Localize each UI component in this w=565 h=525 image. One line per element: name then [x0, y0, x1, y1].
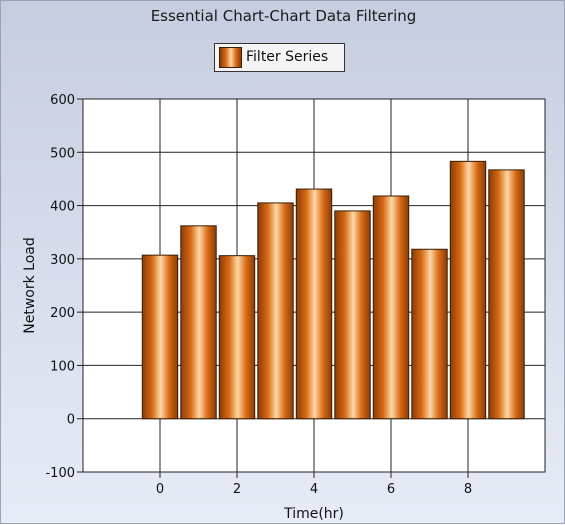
y-axis-title: Network Load	[22, 237, 38, 334]
y-tick-label: 400	[50, 200, 75, 215]
x-tick-label: 2	[233, 482, 241, 497]
x-axis-title: Time(hr)	[283, 506, 344, 522]
legend: Filter Series	[214, 43, 345, 72]
y-tick-label: 300	[50, 253, 75, 268]
y-tick-label: -100	[45, 466, 75, 481]
bar	[411, 248, 448, 420]
y-tick-label: 200	[50, 306, 75, 321]
legend-label: Filter Series	[246, 49, 329, 65]
x-tick-label: 6	[387, 482, 395, 497]
bar	[180, 225, 217, 420]
bar	[295, 188, 333, 420]
chart-title: Essential Chart-Chart Data Filtering	[150, 7, 417, 25]
x-tick-label: 8	[464, 482, 472, 497]
bar	[372, 195, 410, 420]
bar	[334, 210, 371, 420]
bar	[449, 160, 487, 420]
bar	[141, 254, 179, 420]
bar	[257, 202, 294, 420]
y-tick-label: 600	[50, 93, 75, 108]
bar	[488, 169, 525, 420]
legend-swatch	[219, 47, 242, 68]
x-tick-label: 0	[156, 482, 164, 497]
x-tick-label: 4	[310, 482, 318, 497]
y-tick-label: 100	[50, 359, 75, 374]
y-tick-label: 500	[50, 146, 75, 161]
bar	[218, 255, 256, 420]
y-tick-label: 0	[67, 413, 75, 428]
